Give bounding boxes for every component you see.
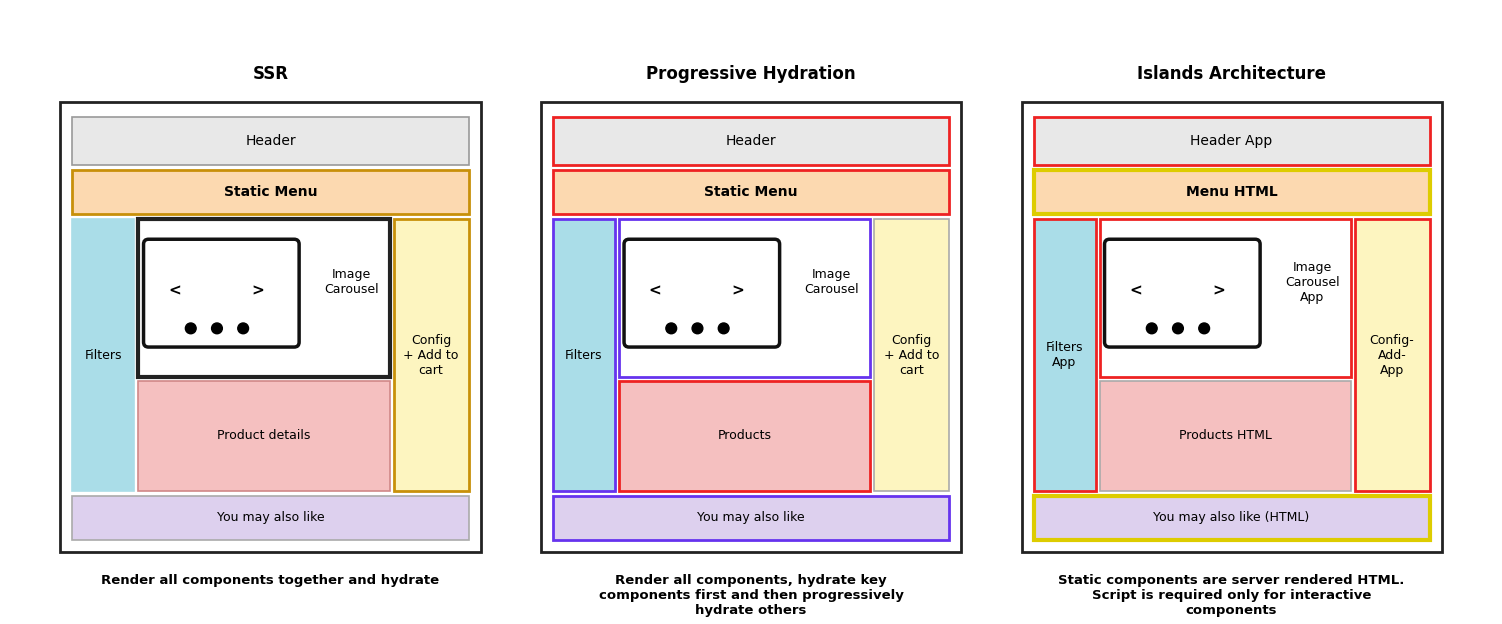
Text: You may also like: You may also like <box>216 512 324 525</box>
Text: SSR: SSR <box>252 65 288 83</box>
FancyBboxPatch shape <box>1033 496 1430 540</box>
Text: >: > <box>731 284 745 299</box>
Circle shape <box>692 323 703 334</box>
FancyBboxPatch shape <box>1033 170 1430 214</box>
FancyBboxPatch shape <box>72 170 469 214</box>
FancyBboxPatch shape <box>1033 117 1430 165</box>
FancyBboxPatch shape <box>1099 219 1350 377</box>
Text: <: < <box>168 284 182 299</box>
FancyBboxPatch shape <box>553 117 949 165</box>
FancyBboxPatch shape <box>553 496 949 540</box>
FancyBboxPatch shape <box>60 102 481 552</box>
FancyBboxPatch shape <box>144 239 299 347</box>
Text: Config
+ Add to
cart: Config + Add to cart <box>404 333 458 376</box>
Text: Config-
Add-
App: Config- Add- App <box>1370 333 1415 376</box>
Text: Filters: Filters <box>565 348 602 361</box>
Text: Config
+ Add to
cart: Config + Add to cart <box>883 333 939 376</box>
FancyBboxPatch shape <box>138 381 389 491</box>
FancyBboxPatch shape <box>138 219 389 377</box>
Text: Header: Header <box>725 134 777 148</box>
Text: Product details: Product details <box>218 429 311 442</box>
Text: Products HTML: Products HTML <box>1179 429 1271 442</box>
Circle shape <box>212 323 222 334</box>
Circle shape <box>665 323 676 334</box>
Text: Filters: Filters <box>84 348 122 361</box>
FancyBboxPatch shape <box>874 219 949 491</box>
FancyBboxPatch shape <box>619 219 870 377</box>
FancyBboxPatch shape <box>553 170 949 214</box>
FancyBboxPatch shape <box>1021 102 1442 552</box>
FancyBboxPatch shape <box>623 239 780 347</box>
Text: Static components are server rendered HTML.
Script is required only for interact: Static components are server rendered HT… <box>1059 574 1404 617</box>
Text: <: < <box>649 284 661 299</box>
FancyBboxPatch shape <box>1104 239 1260 347</box>
FancyBboxPatch shape <box>72 496 469 540</box>
Circle shape <box>237 323 248 334</box>
Circle shape <box>185 323 197 334</box>
Text: Image
Carousel
App: Image Carousel App <box>1286 261 1340 304</box>
Circle shape <box>1146 323 1157 334</box>
Text: Islands Architecture: Islands Architecture <box>1137 65 1326 83</box>
Text: >: > <box>251 284 264 299</box>
FancyBboxPatch shape <box>72 219 135 491</box>
Circle shape <box>718 323 728 334</box>
Text: Filters
App: Filters App <box>1045 341 1083 369</box>
Text: You may also like (HTML): You may also like (HTML) <box>1154 512 1310 525</box>
Text: Static Menu: Static Menu <box>224 185 317 199</box>
Text: <: < <box>1130 284 1142 299</box>
Circle shape <box>1173 323 1184 334</box>
Text: Image
Carousel: Image Carousel <box>805 268 859 296</box>
FancyBboxPatch shape <box>394 219 469 491</box>
FancyBboxPatch shape <box>553 219 614 491</box>
Text: Progressive Hydration: Progressive Hydration <box>646 65 856 83</box>
Text: Menu HTML: Menu HTML <box>1185 185 1277 199</box>
Text: Products: Products <box>718 429 772 442</box>
Text: Header: Header <box>245 134 296 148</box>
Text: Render all components, hydrate key
components first and then progressively
hydra: Render all components, hydrate key compo… <box>599 574 903 617</box>
Text: >: > <box>1212 284 1226 299</box>
FancyBboxPatch shape <box>1099 381 1350 491</box>
FancyBboxPatch shape <box>619 381 870 491</box>
FancyBboxPatch shape <box>541 102 961 552</box>
Text: You may also like: You may also like <box>697 512 805 525</box>
Circle shape <box>1199 323 1209 334</box>
Text: Render all components together and hydrate: Render all components together and hydra… <box>102 574 440 587</box>
FancyBboxPatch shape <box>1033 219 1095 491</box>
Text: Image
Carousel: Image Carousel <box>324 268 379 296</box>
FancyBboxPatch shape <box>72 117 469 165</box>
FancyBboxPatch shape <box>1355 219 1430 491</box>
Text: Static Menu: Static Menu <box>704 185 798 199</box>
Text: Header App: Header App <box>1191 134 1272 148</box>
